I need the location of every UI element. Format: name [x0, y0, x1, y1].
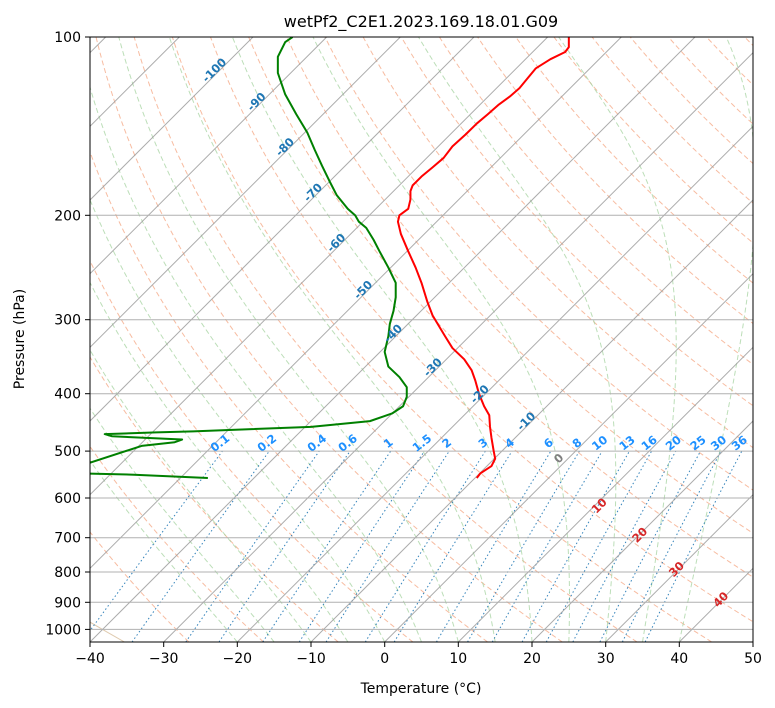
dry-adiabat-line — [90, 531, 190, 642]
y-tick-label: 1000 — [45, 622, 81, 638]
dry-adiabat-line — [324, 37, 753, 491]
isotherm-line — [531, 420, 753, 642]
y-tick-label: 400 — [54, 387, 81, 403]
x-tick-label: −10 — [296, 651, 326, 667]
mixing-ratio-line — [364, 450, 486, 642]
dry-adiabat-line — [477, 37, 753, 325]
dry-adiabat-line — [286, 37, 753, 534]
mixing-ratio-line — [435, 450, 552, 642]
moist-adiabat-line — [90, 407, 275, 642]
isotherm-line — [90, 37, 254, 201]
y-axis: 100 200 300 400 500 600 700 800 900 1000 — [45, 30, 90, 638]
isotherm-line — [90, 37, 475, 422]
dry-adiabat-line — [248, 37, 753, 578]
x-tick-label: 0 — [380, 651, 389, 667]
plot-area — [90, 37, 753, 642]
x-tick-label: 30 — [597, 651, 615, 667]
moist-adiabat-line — [90, 281, 349, 642]
y-axis-title: Pressure (hPa) — [12, 289, 28, 389]
y-tick-label: 500 — [54, 444, 81, 460]
x-axis-title: Temperature (°C) — [360, 681, 482, 697]
mixing-ratio-line — [218, 450, 351, 642]
x-tick-label: 20 — [523, 651, 541, 667]
moist-adiabat-line — [118, 37, 459, 642]
isotherm-line — [90, 37, 401, 349]
y-tick-label: 600 — [54, 491, 81, 507]
x-tick-label: 40 — [670, 651, 688, 667]
isotherm-line — [163, 51, 753, 642]
dry-adiabat-line — [553, 37, 753, 244]
y-tick-label: 700 — [54, 531, 81, 547]
x-tick-label: 50 — [744, 651, 762, 667]
mixing-ratio-line — [393, 450, 513, 642]
dry-adiabat-line — [171, 37, 712, 642]
mixing-ratio-line — [325, 450, 450, 642]
y-tick-label: 200 — [54, 208, 81, 224]
dry-adiabat-line — [400, 37, 753, 407]
moist-adiabat-line — [418, 37, 617, 642]
x-tick-label: −40 — [75, 651, 105, 667]
moist-adiabat-line — [168, 37, 496, 642]
background-lines — [90, 37, 753, 642]
isotherm-line — [310, 199, 753, 642]
dewpoint-profile-line — [90, 37, 408, 479]
x-tick-label: −30 — [149, 651, 179, 667]
dry-adiabat-line — [439, 37, 753, 366]
mixing-ratio-line — [131, 450, 270, 642]
dry-adiabat-line — [133, 37, 638, 642]
y-tick-label: 900 — [54, 595, 81, 611]
moist-adiabat-line — [678, 37, 753, 642]
isotherm-line — [384, 272, 753, 642]
isotherm-line — [236, 125, 753, 642]
isotherm-line — [457, 346, 753, 642]
isotherm-line — [90, 37, 549, 496]
isotherm-line — [90, 37, 696, 642]
dry-adiabat-line — [591, 37, 753, 204]
isotherm-line — [605, 493, 753, 642]
y-tick-label: 100 — [54, 30, 81, 46]
moist-adiabat-line — [90, 198, 386, 642]
dry-adiabat-line — [90, 150, 488, 642]
dry-adiabat-line — [210, 37, 753, 623]
data-series — [90, 37, 570, 479]
mixing-ratio-line — [572, 450, 677, 642]
x-tick-label: −20 — [223, 651, 253, 667]
y-tick-label: 800 — [54, 565, 81, 581]
moist-adiabat-line — [312, 37, 570, 642]
x-tick-label: 10 — [449, 651, 467, 667]
moist-adiabat-line — [90, 459, 238, 642]
moist-adiabat-line — [558, 37, 677, 642]
y-tick-label: 300 — [54, 313, 81, 329]
plot-frame — [89, 36, 754, 643]
x-axis: −40 −30 −20 −10 0 10 20 30 40 50 — [75, 642, 762, 667]
moist-adiabat-line — [231, 37, 533, 642]
isotherm-line — [90, 37, 622, 570]
isotherm-line — [90, 37, 328, 275]
temperature-profile-line — [396, 37, 570, 479]
dry-adiabat-line — [90, 259, 414, 642]
mixing-ratio-line — [185, 450, 320, 642]
mixing-ratio-line — [491, 450, 603, 642]
chart-title: wetPf2_C2E1.2023.169.18.01.G09 — [284, 12, 558, 32]
mixing-ratio-line — [521, 450, 630, 642]
mixing-ratio-line — [467, 450, 580, 642]
dry-adiabat-line — [95, 37, 563, 642]
mixing-ratio-line — [90, 450, 223, 632]
